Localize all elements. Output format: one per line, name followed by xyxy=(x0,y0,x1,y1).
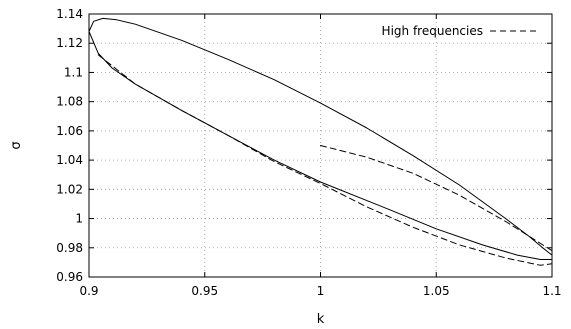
y-tick-label: 1.14 xyxy=(56,7,83,21)
y-tick-label: 1.12 xyxy=(56,36,83,50)
y-tick-label: 0.98 xyxy=(56,241,83,255)
y-tick-label: 1 xyxy=(75,212,83,226)
y-tick-label: 0.96 xyxy=(56,270,83,284)
legend: High frequencies xyxy=(382,24,537,38)
dashed-curve-2 xyxy=(320,145,553,252)
x-tick-label: 1.1 xyxy=(542,284,561,298)
y-tick-label: 1.06 xyxy=(56,124,83,138)
y-tick-label: 1.08 xyxy=(56,95,83,109)
x-tick-label: 1 xyxy=(317,284,325,298)
series-group xyxy=(88,17,553,266)
x-tick-label: 1.05 xyxy=(423,284,450,298)
y-tick-label: 1.04 xyxy=(56,153,83,167)
y-tick-label: 1.02 xyxy=(56,182,83,196)
legend-label: High frequencies xyxy=(382,24,483,38)
x-tick-label: 0.9 xyxy=(79,284,98,298)
y-tick-label: 1.1 xyxy=(64,65,83,79)
dashed-curve-1 xyxy=(97,54,553,266)
x-axis-label: k xyxy=(317,312,325,327)
ticks: 0.9 0.95 1 1.05 1.1 0.96 0.98 1 1.02 1.04 1.06 1.08… xyxy=(56,7,561,298)
y-axis-label: σ xyxy=(9,141,24,149)
x-tick-label: 0.95 xyxy=(191,284,218,298)
